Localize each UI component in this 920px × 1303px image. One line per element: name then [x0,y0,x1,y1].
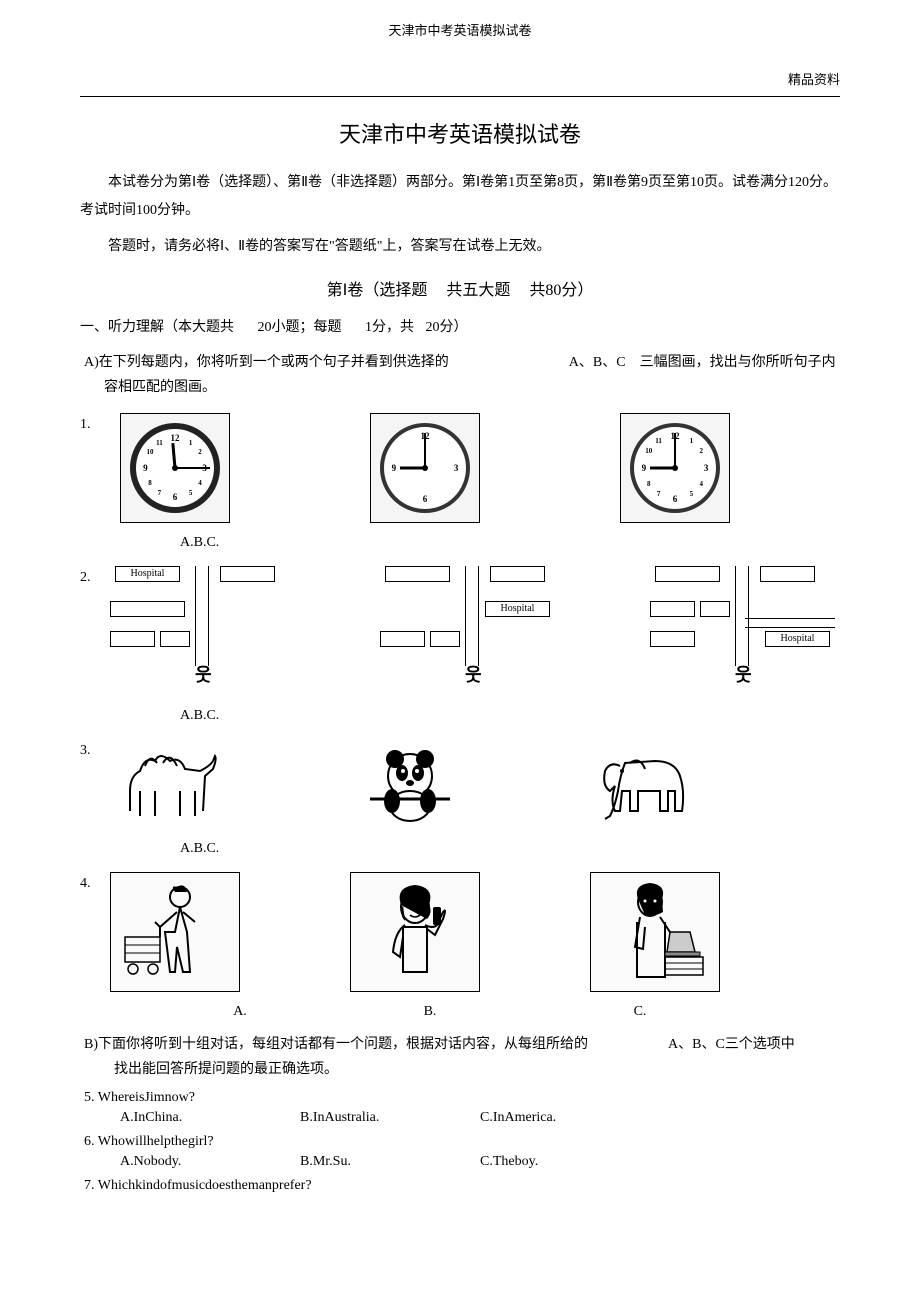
camel-icon [110,739,230,829]
phone-person-icon [350,872,480,992]
q1-num: 1. [80,413,110,433]
q3-images [110,739,840,829]
q2-option-a: Hospital 웃 [110,566,290,696]
q5-a: A.InChina. [120,1110,300,1126]
q5-c: C.InAmerica. [480,1110,660,1126]
section-parts: 共五大题 [446,282,510,299]
person-icon: 웃 [465,661,482,687]
part-count: 20小题；每题 [258,320,342,335]
person-icon: 웃 [195,661,212,687]
q6-c: C.Theboy. [480,1154,660,1170]
instruction-a: A)在下列每题内，你将听到一个或两个句子并看到供选择的 A、B、C 三幅图画，找… [80,350,840,375]
q1-option-a: 12 3 6 9 1 2 4 5 7 8 10 11 [110,413,240,523]
q2-labels: A.B.C. [180,708,840,724]
divider [80,96,840,97]
clock-icon: 12 3 6 9 1 2 4 5 7 8 10 11 [630,423,720,513]
q4-labels: A. B. C. [110,1004,840,1020]
question-2: 2. Hospital 웃 Hospital 웃 [80,566,840,696]
q4-c: C. [540,1004,740,1020]
section-1-title: 第Ⅰ卷（选择题 共五大题 共80分） [80,276,840,300]
page-header: 天津市中考英语模拟试卷 [80,20,840,39]
person-icon: 웃 [735,661,752,687]
instruction-a-left: A)在下列每题内，你将听到一个或两个句子并看到供选择的 [84,350,449,375]
q5-b: B.InAustralia. [300,1110,480,1126]
instruction-a-cont: 容相匹配的图画。 [80,375,840,400]
section-label: 第Ⅰ卷（选择题 [327,282,428,299]
laptop-person-icon [590,872,720,992]
q2-option-c: Hospital 웃 [650,566,830,696]
instruction-b-left: B)下面你将听到十组对话，每组对话都有一个问题，根据对话内容，从每组所给的 [84,1032,588,1057]
q4-b: B. [320,1004,540,1020]
q2-images: Hospital 웃 Hospital 웃 Hospital 웃 [110,566,840,696]
hospital-label: Hospital [115,566,180,582]
instruction-b-cont: 找出能回答所提问题的最正确选项。 [80,1057,840,1082]
hospital-label: Hospital [485,601,550,617]
page-title: 天津市中考英语模拟试卷 [80,117,840,149]
q5-text: 5. WhereisJimnow? [80,1090,840,1106]
part-a-title: 一、听力理解（本大题共 20小题；每题 1分，共 20分） [80,315,840,340]
instruction-a-right: A、B、C 三幅图画，找出与你所听句子内 [569,350,836,375]
q6-a: A.Nobody. [120,1154,300,1170]
question-4: 4. [80,872,840,992]
part-total: 20分） [426,320,468,335]
watermark: 精品资料 [80,69,840,88]
instruction-b: B)下面你将听到十组对话，每组对话都有一个问题，根据对话内容，从每组所给的 A、… [80,1032,840,1057]
intro-p1: 本试卷分为第Ⅰ卷（选择题）、第Ⅱ卷（非选择题）两部分。第Ⅰ卷第1页至第8页，第Ⅱ… [80,169,840,225]
q6-text: 6. Whowillhelpthegirl? [80,1134,840,1150]
question-3: 3. [80,739,840,829]
q4-num: 4. [80,872,110,892]
q6-options: A.Nobody. B.Mr.Su. C.Theboy. [80,1154,840,1170]
q6-b: B.Mr.Su. [300,1154,480,1170]
instruction-b-right: A、B、C三个选项中 [668,1032,795,1057]
question-1: 1. 12 3 6 9 1 2 4 5 7 8 10 11 [80,413,840,523]
clock-icon: 12 3 6 9 [380,423,470,513]
hospital-label: Hospital [765,631,830,647]
q4-images [110,872,840,992]
elephant-icon [590,739,710,829]
q4-a: A. [160,1004,320,1020]
section-score: 共80分） [529,282,593,299]
q2-num: 2. [80,566,110,586]
q1-images: 12 3 6 9 1 2 4 5 7 8 10 11 [110,413,840,523]
intro-p2: 答题时，请务必将Ⅰ、Ⅱ卷的答案写在"答题纸"上，答案写在试卷上无效。 [80,233,840,261]
part-prefix: 一、听力理解（本大题共 [80,320,234,335]
q5-options: A.InChina. B.InAustralia. C.InAmerica. [80,1110,840,1126]
q1-labels: A.B.C. [180,535,840,551]
q3-num: 3. [80,739,110,759]
part-score: 1分，共 [365,320,414,335]
q1-option-c: 12 3 6 9 1 2 4 5 7 8 10 11 [610,413,740,523]
q7-text: 7. Whichkindofmusicdoesthemanprefer? [80,1178,840,1194]
q2-option-b: Hospital 웃 [380,566,560,696]
shopping-person-icon [110,872,240,992]
panda-icon [350,739,470,829]
q3-labels: A.B.C. [180,841,840,857]
q1-option-b: 12 3 6 9 [360,413,490,523]
clock-icon: 12 3 6 9 1 2 4 5 7 8 10 11 [130,423,220,513]
